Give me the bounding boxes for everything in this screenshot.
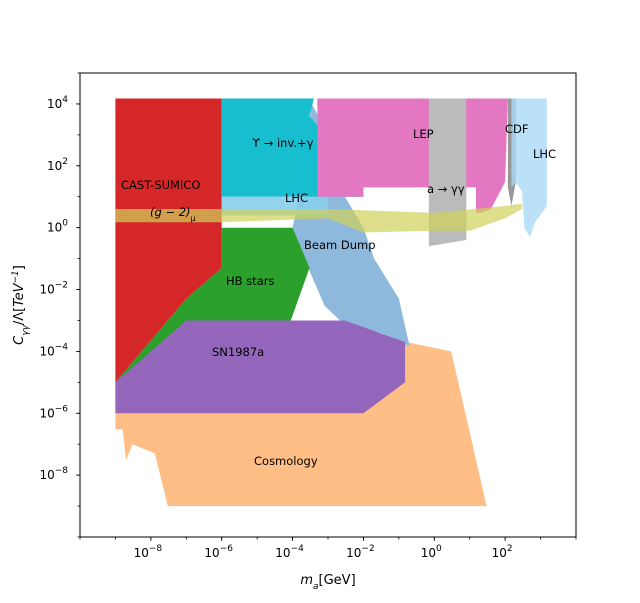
label-cosmology: Cosmology (254, 454, 318, 468)
label-upsilon: ϒ → inv.+γ (252, 136, 314, 150)
y-tick-label: 10−4 (39, 342, 68, 358)
x-tick-label: 102 (492, 544, 513, 560)
x-axis-label-sub: a (313, 582, 319, 592)
x-tick-label: 10−4 (275, 544, 304, 560)
y-tick-label: 10−8 (39, 466, 68, 482)
region-g-2-11 (115, 203, 523, 233)
y-tick-label: 10−6 (39, 404, 68, 420)
label-cdf: CDF (505, 122, 529, 136)
y-tick-label: 104 (47, 95, 68, 111)
y-axis-label-sup: −1 (11, 270, 21, 283)
region-cast-sumico-4 (115, 98, 222, 383)
y-tick-label: 102 (47, 157, 68, 173)
x-axis-label-unit: [GeV] (319, 573, 356, 588)
label-cast-sumico: CAST-SUMICO (121, 178, 200, 192)
y-tick-label: 10−2 (39, 281, 68, 297)
x-tick-label: 10−6 (204, 544, 233, 560)
axis-ticks: 10−8 10−6 10−4 10−2 100 102 10−8 10−6 10−4 10−2 10… (39, 72, 577, 560)
label-g-minus-2-main: (g − 2) (150, 205, 191, 219)
label-beam-dump: Beam Dump (304, 238, 376, 252)
y-axis-label-mid: /Λ[ (12, 307, 27, 325)
y-tick-label: 100 (47, 219, 68, 235)
region-lep-7 (317, 98, 508, 213)
y-axis-label-main: C (12, 335, 27, 345)
y-axis-label: Cγγ/Λ[TeV−1] (11, 265, 31, 345)
label-g-minus-2-sub: μ (191, 214, 196, 223)
label-sn1987a: SN1987a (212, 345, 264, 359)
x-axis-label-main: m (300, 573, 313, 588)
region-sn1987a-3 (115, 320, 406, 414)
label-lhc-left: LHC (285, 191, 308, 205)
y-axis-label-unit: TeV (12, 282, 27, 306)
y-axis-label-sub: γγ (21, 324, 31, 335)
region-labels: Cosmology Beam Dump HB stars SN1987a CAS… (121, 122, 556, 468)
y-axis-label-end: ] (12, 265, 27, 270)
x-tick-label: 10−8 (134, 544, 163, 560)
label-g-minus-2: (g − 2)μ (150, 205, 196, 223)
label-a-gamma-gamma: a → γγ (427, 182, 465, 196)
label-lhc-right: LHC (533, 147, 556, 161)
region-lhc-10 (511, 98, 547, 237)
exclusion-regions (115, 98, 547, 507)
x-tick-label: 10−2 (346, 544, 375, 560)
x-tick-label: 100 (421, 544, 442, 560)
label-lep: LEP (413, 127, 434, 141)
x-axis-label: ma[GeV] (300, 573, 355, 592)
region-a-8 (428, 98, 467, 247)
label-hb-stars: HB stars (226, 274, 274, 288)
